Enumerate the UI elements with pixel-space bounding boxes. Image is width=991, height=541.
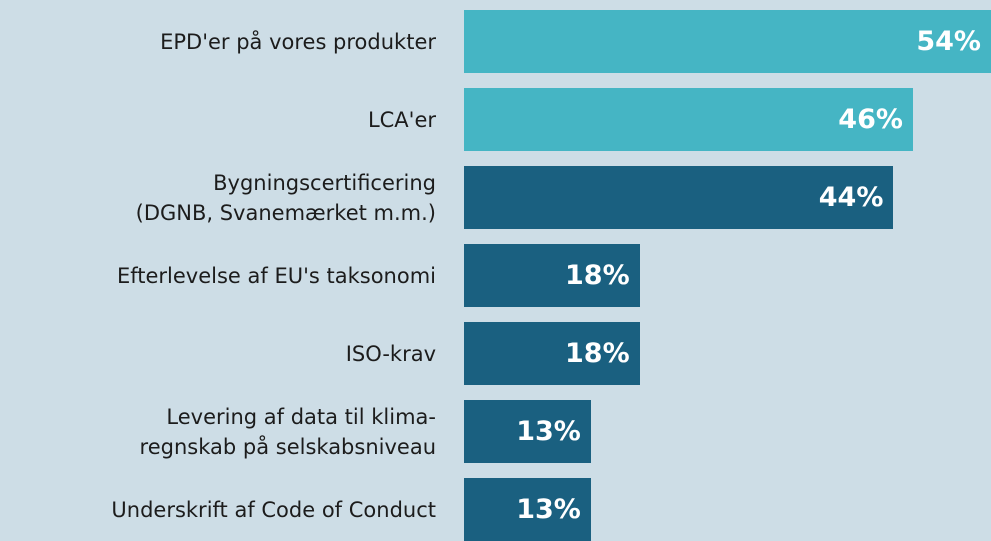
value-label: 54% [916,26,981,57]
value-label: 18% [565,260,630,291]
category-label: Bygningscertificering (DGNB, Svanemærket… [135,170,436,225]
chart: EPD'er på vores produkter 54% LCA'er 46% Byg… [111,10,991,541]
value-label: 46% [838,104,903,135]
value-label: 13% [516,494,581,525]
category-label: LCA'er [367,107,436,132]
category-label: Efterlevelse af EU's taksonomi [116,263,436,288]
bar [464,166,894,229]
value-label: 13% [516,416,581,447]
category-label: Underskrift af Code of Conduct [111,497,436,522]
bar [464,322,640,385]
bar [464,10,991,73]
value-label: 18% [565,338,630,369]
bar [464,400,591,463]
category-label: EPD'er på vores produkter [160,29,436,54]
bar [464,244,640,307]
category-label: ISO-krav [345,341,436,366]
value-label: 44% [818,182,884,213]
bar [464,88,913,151]
category-label: Levering af data til klima- regnskab på … [139,404,436,459]
